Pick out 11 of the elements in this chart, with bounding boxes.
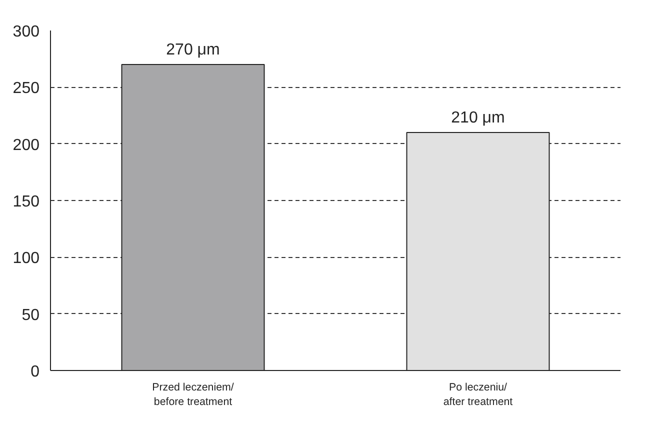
data-label: 210 μm [451,110,505,126]
x-tick-label: Po leczeniu/ after treatment [443,382,513,408]
y-tick-label: 150 [12,194,40,210]
data-label: 270 μm [166,42,220,58]
y-tick-label: 0 [30,364,40,380]
y-tick-label: 50 [22,306,40,324]
y-tick-label: 100 [12,250,40,268]
y-tick-label: 300 [12,24,40,40]
y-tick-label: 250 [12,80,40,98]
y-tick-label: 200 [12,136,40,154]
x-tick-label: Przed leczeniem/ before treatment [152,382,234,408]
